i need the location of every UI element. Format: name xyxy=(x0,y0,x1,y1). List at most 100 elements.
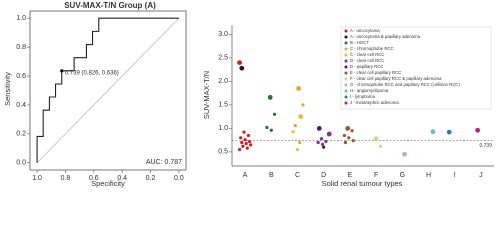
data-point xyxy=(342,133,346,138)
data-point xyxy=(241,144,245,148)
legend-marker xyxy=(344,101,348,105)
data-point xyxy=(475,127,480,133)
data-point xyxy=(321,142,325,146)
x-tick-label: 1.0 xyxy=(32,175,42,182)
data-point xyxy=(291,130,295,134)
roc-y-label: Sensitivity xyxy=(3,72,12,106)
legend-label: C - clear cell RCC xyxy=(350,52,384,57)
legend-label: C - chromophobe RCC xyxy=(350,46,394,51)
data-point xyxy=(240,140,244,145)
data-point xyxy=(247,139,252,144)
x-tick-label: F xyxy=(374,172,378,179)
strip-y-label: SUV-MAX-T/N xyxy=(202,71,211,119)
data-point xyxy=(316,140,320,145)
x-tick-label: H xyxy=(426,172,431,179)
data-point xyxy=(378,144,383,148)
legend-marker xyxy=(344,95,348,99)
legend-label: F - clear cell papillary RCC & papillary… xyxy=(350,76,442,81)
data-point xyxy=(244,141,248,146)
legend-label: G - chromophobe RCC and papillary RCC (c… xyxy=(350,82,460,87)
legend-label: D - papillary RCC xyxy=(350,64,383,69)
data-point xyxy=(243,138,247,142)
legend-label: I - lymphoma xyxy=(350,94,375,99)
y-tick-label: 0.4 xyxy=(16,102,26,109)
y-tick-label: 1.5 xyxy=(218,102,228,109)
data-point xyxy=(326,131,332,137)
y-tick-label: 2.5 xyxy=(218,55,228,62)
data-point xyxy=(267,94,273,100)
data-point xyxy=(373,136,379,142)
data-point xyxy=(446,129,452,135)
data-point xyxy=(239,65,245,71)
data-point xyxy=(301,103,305,107)
y-tick-label: 1.0 xyxy=(218,125,228,132)
strip-x-label: Solid renal tumour types xyxy=(322,179,403,188)
data-point xyxy=(246,133,250,138)
cutoff-point xyxy=(60,69,64,73)
legend-label: B - HOCT xyxy=(350,40,369,45)
data-point xyxy=(265,125,269,130)
legend-marker xyxy=(344,35,348,39)
x-tick-label: 0.2 xyxy=(146,175,156,182)
cutoff-label: 0.739 (0.826, 0.636) xyxy=(65,70,119,76)
legend-marker xyxy=(344,47,348,51)
legend-label: E - clear cell papillary RCC xyxy=(350,70,401,75)
data-point xyxy=(273,112,277,116)
x-tick-label: 0.0 xyxy=(174,175,184,182)
data-point xyxy=(237,60,243,65)
legend-marker xyxy=(344,89,348,93)
data-point xyxy=(351,139,355,143)
reference-label: 0.739 xyxy=(479,143,492,149)
y-tick-label: 0.8 xyxy=(16,44,26,51)
x-tick-label: B xyxy=(269,172,274,179)
x-tick-label: C xyxy=(295,172,300,179)
y-tick-label: 1.0 xyxy=(16,15,26,22)
legend-marker xyxy=(344,41,348,45)
data-point xyxy=(298,114,304,120)
legend-label: A - oncocytoma & papillary adenoma xyxy=(350,34,421,39)
data-point xyxy=(239,136,243,140)
legend-marker xyxy=(344,77,348,81)
legend-marker xyxy=(344,29,348,33)
x-tick-label: 0.4 xyxy=(117,175,127,182)
legend-marker xyxy=(344,71,348,75)
data-point xyxy=(350,129,354,133)
roc-title: SUV-MAX-T/N Group (A) xyxy=(64,1,156,10)
data-point xyxy=(319,137,324,141)
data-point xyxy=(238,147,242,152)
data-point xyxy=(269,128,273,132)
x-tick-label: J xyxy=(479,172,483,179)
data-point xyxy=(322,145,326,149)
y-tick-label: 0.6 xyxy=(16,73,26,80)
data-point xyxy=(402,151,407,157)
x-tick-label: 0.8 xyxy=(61,175,71,182)
legend-marker xyxy=(344,83,348,87)
x-tick-label: I xyxy=(454,172,456,179)
y-tick-label: 0.2 xyxy=(16,131,26,138)
legend-marker xyxy=(344,53,348,57)
plot-frame xyxy=(29,10,187,171)
legend-box xyxy=(340,26,492,110)
y-tick-label: 2.0 xyxy=(218,78,228,85)
legend-label: A - oncocytoma xyxy=(350,28,380,33)
legend-label: J - metanephric adenoma xyxy=(350,100,399,105)
x-tick-label: G xyxy=(400,172,405,179)
legend-marker xyxy=(344,65,348,69)
data-point xyxy=(347,136,351,140)
data-point xyxy=(430,129,436,135)
x-tick-label: D xyxy=(321,172,326,179)
legend-label: D - clear cell RCC xyxy=(350,58,384,63)
data-point xyxy=(242,130,246,134)
data-point xyxy=(249,143,253,147)
data-point xyxy=(295,147,300,152)
y-tick-label: 0.5 xyxy=(218,149,228,156)
roc-x-label: Specificity xyxy=(91,179,125,188)
auc-label: AUC: 0.787 xyxy=(146,159,182,166)
data-point xyxy=(324,139,328,144)
y-tick-label: 3.0 xyxy=(218,31,228,38)
data-point xyxy=(245,146,249,150)
legend-label: H - angiomyolipoma xyxy=(350,88,389,93)
legend-marker xyxy=(344,59,348,63)
data-point xyxy=(296,86,301,91)
data-point xyxy=(293,123,297,128)
